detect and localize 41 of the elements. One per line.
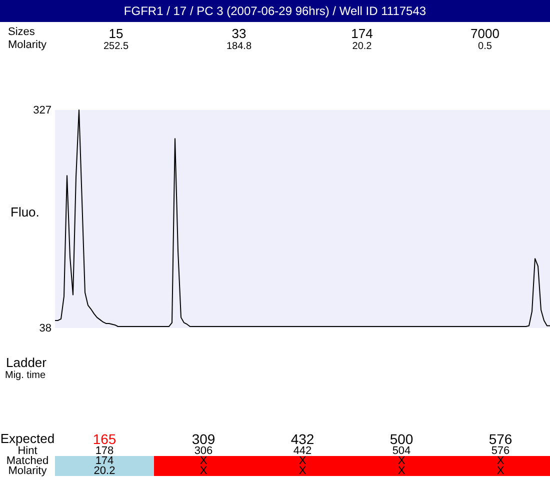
text: 184.8 xyxy=(225,41,253,52)
text: 20.2 xyxy=(351,41,373,52)
text: X xyxy=(154,465,253,477)
text: Ladder xyxy=(6,355,46,370)
text: 432 xyxy=(290,431,316,447)
text: X xyxy=(352,465,451,477)
text: 165 xyxy=(92,431,118,447)
text: 442 xyxy=(292,445,313,457)
text: Molarity xyxy=(7,465,48,477)
text: X xyxy=(253,465,352,477)
text: 174 xyxy=(55,455,154,467)
line-series xyxy=(54,110,550,327)
text: 33 xyxy=(230,26,248,41)
text: Molarity xyxy=(8,39,47,51)
text: 576 xyxy=(488,431,514,447)
chart-title: FGFR1 / 17 / PC 3 (2007-06-29 96hrs) / Well ID 1117543 xyxy=(0,0,550,22)
y-tick-label: 327 xyxy=(33,104,52,116)
text: X xyxy=(451,465,550,477)
text: Mig. time xyxy=(5,370,46,381)
y-tick-label: 38 xyxy=(39,322,52,334)
text: X xyxy=(451,455,550,467)
text: X xyxy=(154,455,253,467)
text: Expected xyxy=(0,431,55,446)
text: 306 xyxy=(193,445,214,457)
text: X xyxy=(253,455,352,467)
text: Matched xyxy=(5,455,50,467)
text: 7000 xyxy=(470,26,500,41)
text: 252.5 xyxy=(102,41,130,52)
text: X xyxy=(352,455,451,467)
text: 504 xyxy=(391,445,412,457)
text: 15 xyxy=(108,26,124,41)
text: 0.5 xyxy=(477,41,493,52)
text: 309 xyxy=(190,431,216,447)
text: 178 xyxy=(94,445,115,457)
text: 576 xyxy=(490,445,511,457)
y-axis-title: Fluo. xyxy=(10,204,40,220)
text: 20.2 xyxy=(55,465,154,477)
text: Sizes xyxy=(8,26,35,38)
text: 174 xyxy=(350,26,374,41)
text: Hint xyxy=(18,445,38,457)
text: 500 xyxy=(388,431,414,447)
